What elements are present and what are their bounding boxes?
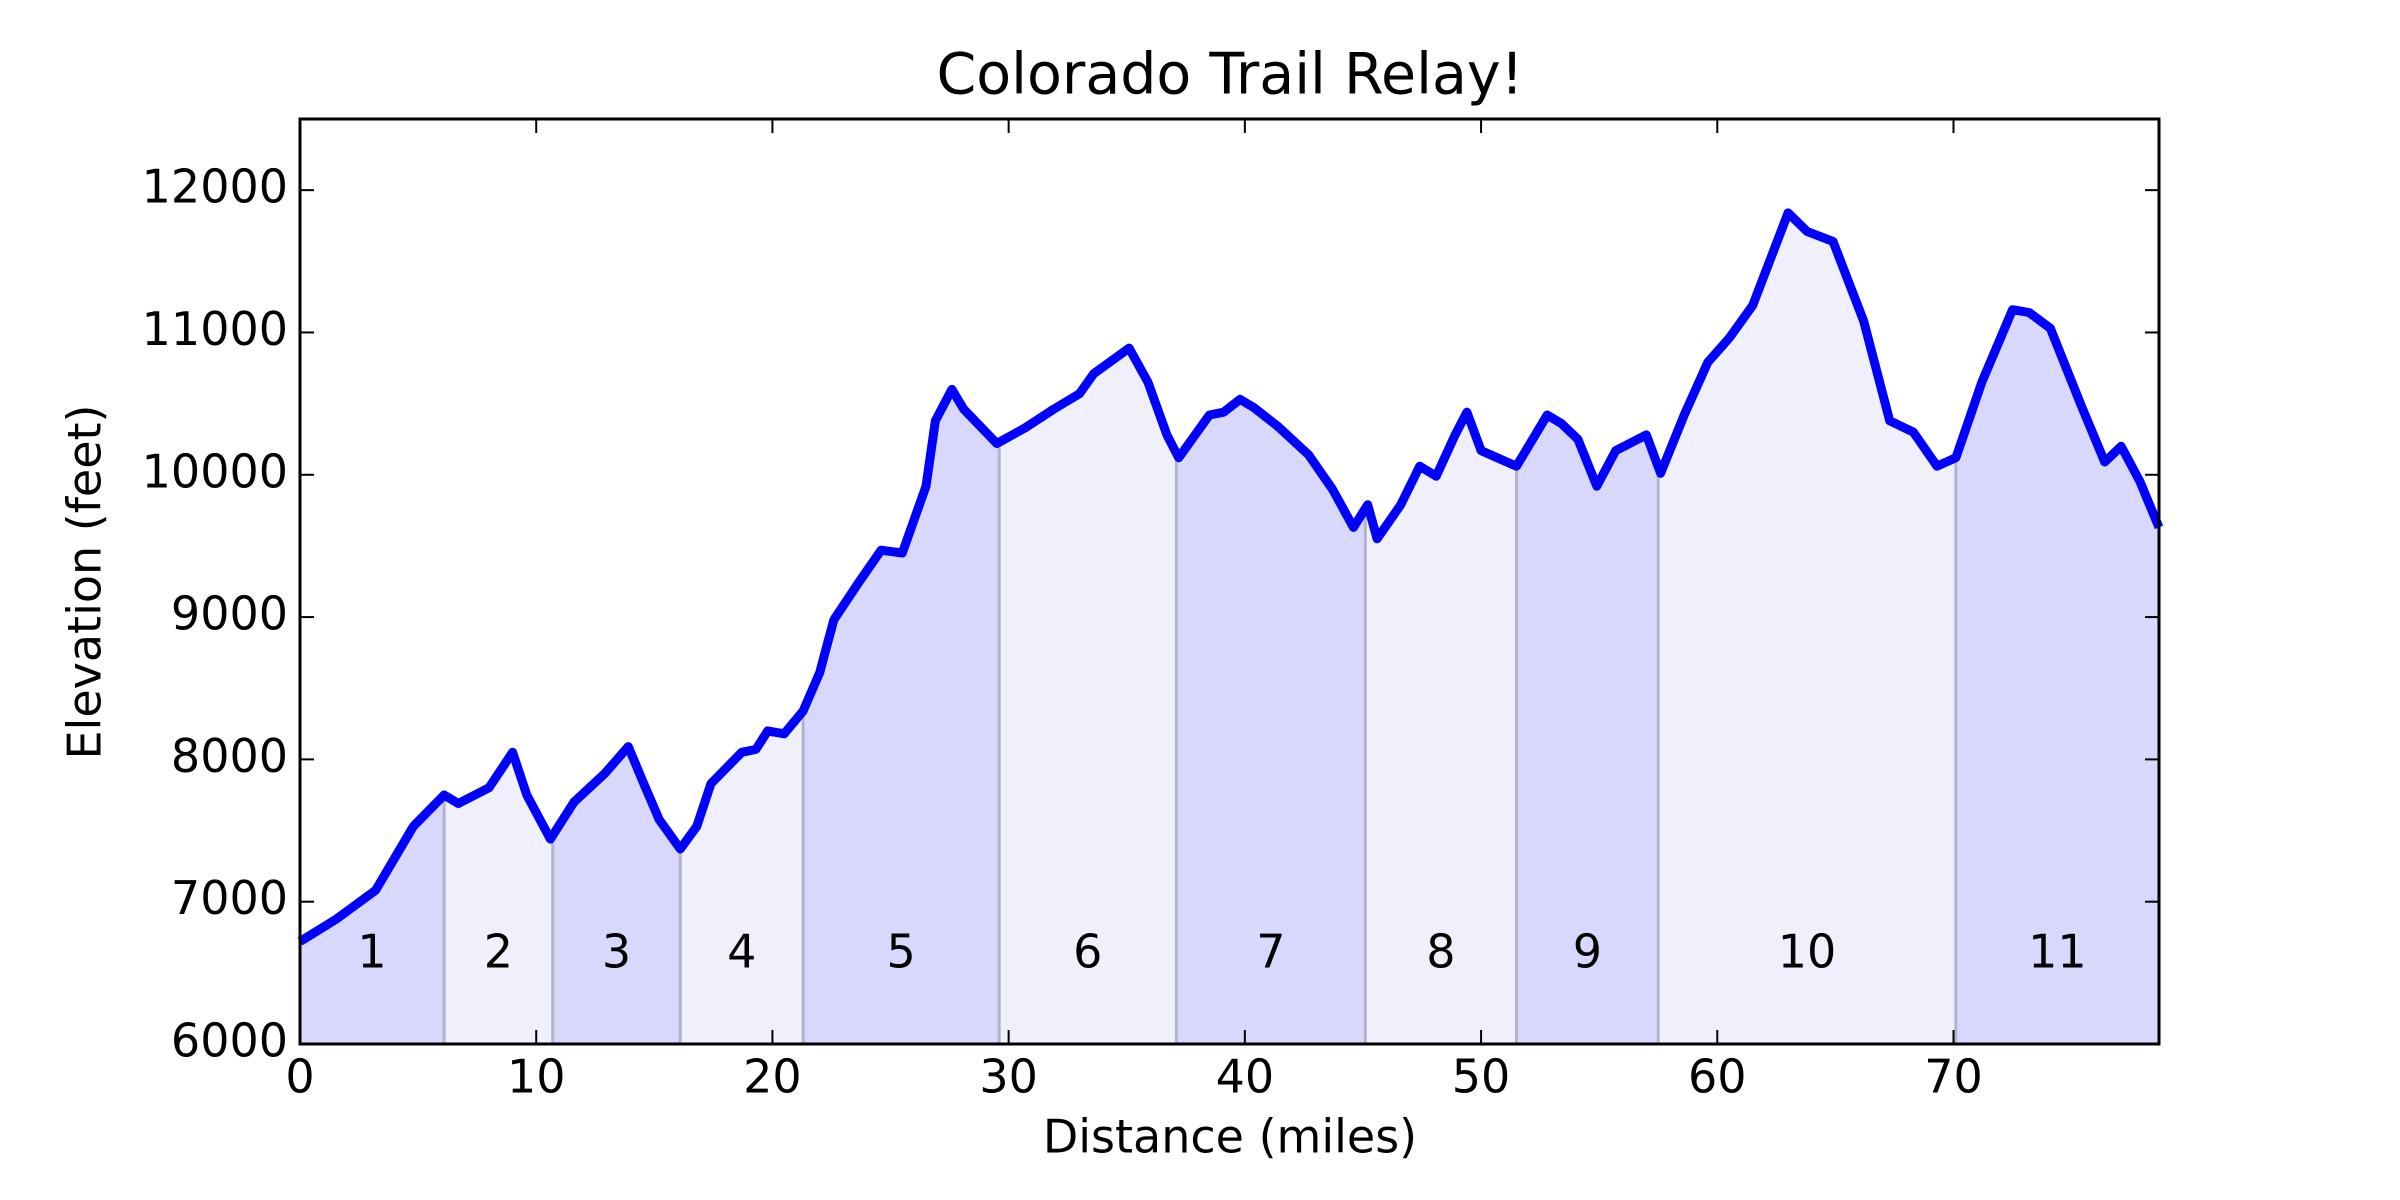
segment-label: 3 bbox=[602, 925, 631, 979]
segment-area bbox=[999, 212, 1177, 1044]
segment-area bbox=[803, 212, 1000, 1044]
x-tick-label: 30 bbox=[979, 1050, 1038, 1104]
y-tick-label: 11000 bbox=[142, 302, 288, 356]
segment-label: 7 bbox=[1256, 925, 1285, 979]
y-tick-label: 9000 bbox=[171, 587, 288, 641]
x-tick-label: 60 bbox=[1688, 1050, 1747, 1104]
segment-area bbox=[1658, 212, 1956, 1044]
segment-label: 10 bbox=[1778, 925, 1837, 979]
segment-area bbox=[680, 212, 804, 1044]
elevation-line bbox=[297, 208, 2164, 946]
x-tick-label: 40 bbox=[1216, 1050, 1275, 1104]
x-tick-label: 0 bbox=[285, 1050, 314, 1104]
segment-area bbox=[1365, 212, 1517, 1044]
segment-area bbox=[444, 212, 553, 1044]
segment-label: 8 bbox=[1426, 925, 1455, 979]
y-tick-label: 10000 bbox=[142, 444, 288, 498]
segment-label: 4 bbox=[727, 925, 756, 979]
plot-frame bbox=[298, 117, 2161, 1046]
chart-title: Colorado Trail Relay! bbox=[937, 42, 1524, 108]
x-tick-label: 20 bbox=[743, 1050, 802, 1104]
segment-area bbox=[1516, 212, 1659, 1044]
segment-label: 2 bbox=[484, 925, 513, 979]
y-tick-label: 6000 bbox=[171, 1014, 288, 1068]
x-axis-label: Distance (miles) bbox=[1043, 1110, 1417, 1164]
y-tick-label: 8000 bbox=[171, 729, 288, 783]
segment-label: 9 bbox=[1573, 925, 1602, 979]
segment-area bbox=[1955, 212, 2159, 1044]
segment-area bbox=[552, 212, 681, 1044]
segment-fills bbox=[300, 212, 2159, 1044]
segment-label: 5 bbox=[887, 925, 916, 979]
x-tick-label: 10 bbox=[507, 1050, 566, 1104]
segment-label: 6 bbox=[1073, 925, 1102, 979]
y-tick-label: 7000 bbox=[171, 871, 288, 925]
x-tick-label: 70 bbox=[1924, 1050, 1983, 1104]
segment-label: 11 bbox=[2028, 925, 2087, 979]
segment-area bbox=[300, 212, 445, 1044]
y-axis-label: Elevation (feet) bbox=[58, 404, 112, 759]
x-tick-label: 50 bbox=[1452, 1050, 1511, 1104]
segment-label: 1 bbox=[357, 925, 386, 979]
y-tick-label: 12000 bbox=[142, 160, 288, 214]
segment-area bbox=[1176, 212, 1366, 1044]
